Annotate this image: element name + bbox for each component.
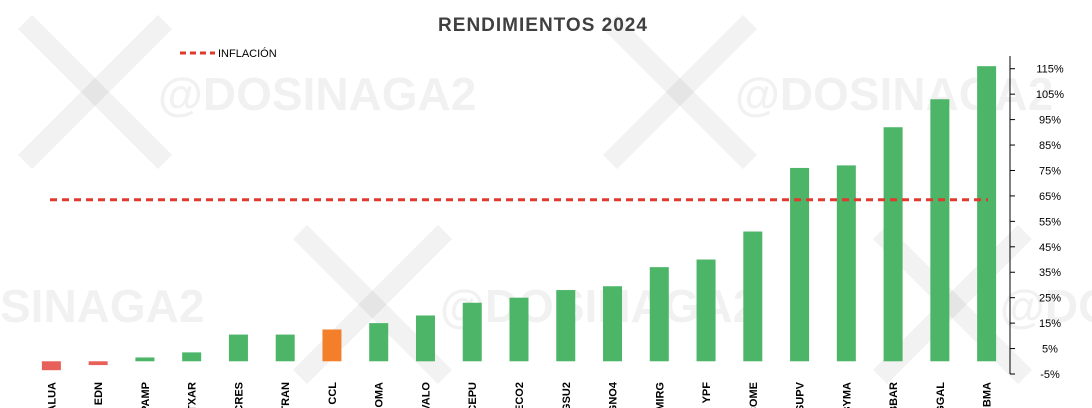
y-axis: -5% 5% 15% 25% 35% 45% 55% 65% 75% 85% 95% 105% 115% bbox=[1009, 56, 1064, 381]
bar-valo bbox=[415, 315, 435, 362]
category-label: LOMA bbox=[374, 382, 386, 408]
y-tick-label: 15% bbox=[1039, 318, 1061, 330]
watermark-text: @DOSINAGA2 bbox=[158, 68, 476, 120]
x-logo-icon bbox=[17, 14, 173, 170]
x-axis: ALUA EDN PAMP TXAR CRES TRAN CCL LOMA VALO CEPU TE… bbox=[46, 381, 993, 408]
category-label: GGAL bbox=[935, 382, 947, 408]
bar-tran bbox=[275, 334, 295, 362]
category-label: TECO2 bbox=[514, 382, 526, 408]
category-label: YPF bbox=[701, 382, 713, 404]
category-label: VALO bbox=[420, 382, 432, 408]
bar-loma bbox=[369, 323, 389, 362]
watermark-text: @DOSINAGA2 bbox=[1000, 280, 1092, 332]
category-label: PAMP bbox=[140, 382, 152, 408]
legend: INFLACIÓN bbox=[180, 47, 277, 60]
category-label: CRES bbox=[233, 382, 245, 408]
watermark-text: SINAGA2 bbox=[0, 280, 204, 332]
bar-tgno4 bbox=[603, 286, 623, 362]
bar-edn bbox=[88, 361, 108, 366]
category-label: ALUA bbox=[46, 382, 58, 408]
category-label: TGSU2 bbox=[561, 382, 573, 408]
y-tick-label: 105% bbox=[1036, 89, 1064, 101]
x-logo-icon bbox=[872, 224, 1033, 385]
category-label: COME bbox=[748, 382, 760, 408]
chart-title: RENDIMIENTOS 2024 bbox=[438, 15, 648, 36]
bars bbox=[41, 66, 997, 371]
category-label: CEPU bbox=[467, 382, 479, 408]
bar-txar bbox=[182, 352, 202, 362]
category-label: TGNO4 bbox=[608, 381, 620, 408]
bar-teco2 bbox=[509, 297, 529, 362]
category-label: CCL bbox=[327, 382, 339, 405]
legend-inflation-label: INFLACIÓN bbox=[218, 47, 277, 60]
bar-bma bbox=[977, 66, 997, 362]
y-tick-label: 5% bbox=[1042, 344, 1058, 356]
bar-mirg bbox=[649, 267, 669, 362]
category-label: BBAR bbox=[888, 382, 900, 408]
category-label: MIRG bbox=[654, 382, 666, 408]
category-label: TXAR bbox=[187, 382, 199, 408]
category-label: TRAN bbox=[280, 382, 292, 408]
bar-ggal bbox=[930, 99, 950, 362]
bar-bbar bbox=[883, 127, 903, 362]
bar-tgsu2 bbox=[556, 290, 576, 362]
y-tick-label: -5% bbox=[1040, 369, 1060, 381]
y-tick-label: 115% bbox=[1036, 64, 1064, 76]
category-label: BYMA bbox=[841, 382, 853, 408]
watermark-text: @DOSINAGA2 bbox=[735, 68, 1053, 120]
bar-byma bbox=[836, 165, 856, 362]
y-tick-label: 95% bbox=[1039, 115, 1061, 127]
y-tick-label: 35% bbox=[1039, 267, 1061, 279]
y-tick-label: 75% bbox=[1039, 165, 1061, 177]
y-tick-label: 25% bbox=[1039, 293, 1061, 305]
bar-ccl bbox=[322, 329, 342, 362]
bar-supv bbox=[790, 167, 810, 362]
y-tick-label: 45% bbox=[1039, 242, 1061, 254]
y-tick-label: 65% bbox=[1039, 191, 1061, 203]
y-tick-label: 55% bbox=[1039, 216, 1061, 228]
x-logo-icon bbox=[602, 14, 758, 170]
bar-cres bbox=[228, 334, 248, 362]
y-tick-label: 85% bbox=[1039, 140, 1061, 152]
bar-come bbox=[743, 231, 763, 362]
category-label: BMA bbox=[982, 382, 994, 407]
bar-pamp bbox=[135, 357, 155, 362]
category-label: EDN bbox=[93, 382, 105, 405]
bar-cepu bbox=[462, 302, 482, 362]
category-label: SUPV bbox=[795, 381, 807, 408]
bar-ypf bbox=[696, 259, 716, 362]
watermark: @DOSINAGA2@DOSINAGA2SINAGA2@DOSINAGA2@DO… bbox=[0, 14, 1092, 385]
bar-alua bbox=[41, 361, 61, 371]
